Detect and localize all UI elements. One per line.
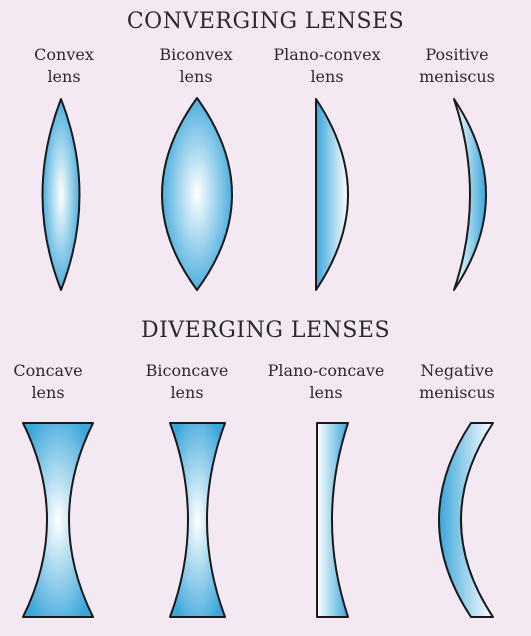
plano-concave-lens-label-line2: lens bbox=[309, 383, 343, 402]
biconvex-lens-label-line2: lens bbox=[179, 67, 213, 86]
positive-meniscus-shape bbox=[453, 98, 487, 291]
plano-concave-lens-label: Plano-concave lens bbox=[261, 360, 391, 404]
diverging-heading: DIVERGING LENSES bbox=[140, 318, 391, 343]
concave-lens-shape bbox=[22, 422, 94, 618]
biconcave-lens-label-line1: Biconcave bbox=[145, 361, 229, 380]
convex-lens-label: Convex lens bbox=[0, 44, 129, 88]
negative-meniscus-label: Negative meniscus bbox=[392, 360, 522, 404]
biconcave-lens-label: Biconcave lens bbox=[122, 360, 252, 404]
biconvex-lens-shape bbox=[161, 97, 233, 291]
biconvex-lens-label-line1: Biconvex bbox=[159, 45, 233, 64]
positive-meniscus-label-line2: meniscus bbox=[419, 67, 495, 86]
concave-lens-label-line1: Concave bbox=[13, 361, 83, 380]
plano-convex-lens-label: Plano-convex lens bbox=[262, 44, 392, 88]
biconvex-lens-label: Biconvex lens bbox=[131, 44, 261, 88]
concave-lens-label-line2: lens bbox=[31, 383, 65, 402]
plano-convex-lens-label-line2: lens bbox=[310, 67, 344, 86]
plano-concave-lens-shape bbox=[316, 422, 349, 618]
plano-concave-lens-label-line1: Plano-concave bbox=[267, 361, 385, 380]
negative-meniscus-label-line1: Negative bbox=[420, 361, 494, 380]
negative-meniscus-label-line2: meniscus bbox=[419, 383, 495, 402]
concave-lens-label: Concave lens bbox=[0, 360, 113, 404]
convex-lens-shape bbox=[41, 98, 81, 291]
negative-meniscus-shape bbox=[438, 422, 494, 618]
convex-lens-label-line2: lens bbox=[47, 67, 81, 86]
plano-convex-lens-label-line1: Plano-convex bbox=[273, 45, 381, 64]
converging-heading: CONVERGING LENSES bbox=[126, 9, 405, 34]
biconcave-lens-shape bbox=[169, 422, 226, 618]
biconcave-lens-label-line2: lens bbox=[170, 383, 204, 402]
positive-meniscus-label: Positive meniscus bbox=[392, 44, 522, 88]
convex-lens-label-line1: Convex bbox=[34, 45, 94, 64]
plano-convex-lens-shape bbox=[315, 98, 349, 291]
positive-meniscus-label-line1: Positive bbox=[425, 45, 489, 64]
